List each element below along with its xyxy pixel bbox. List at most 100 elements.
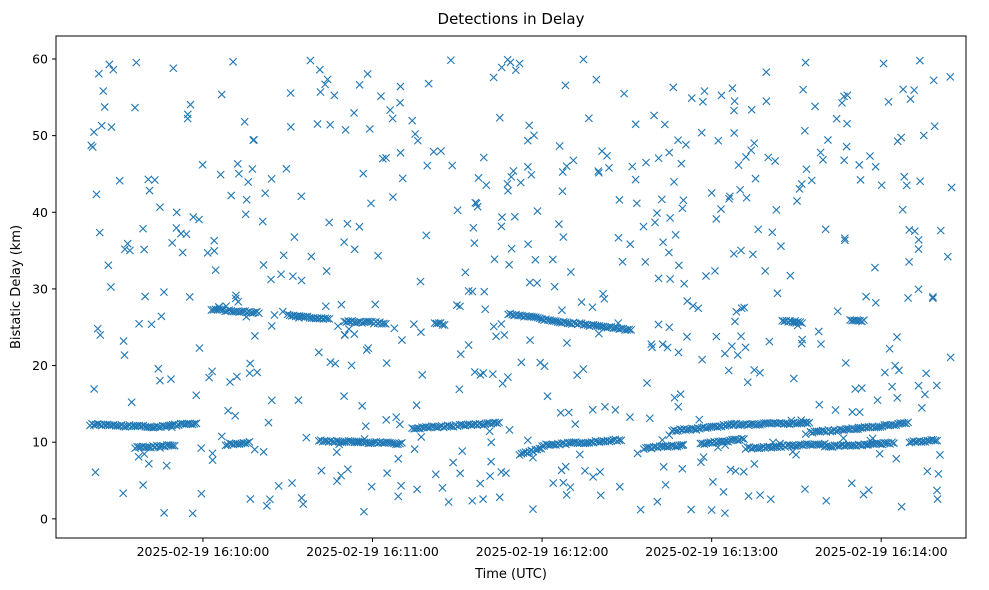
detection-marker bbox=[923, 467, 932, 476]
detection-marker bbox=[155, 376, 164, 385]
detection-marker bbox=[93, 324, 102, 333]
detection-marker bbox=[398, 174, 407, 183]
detection-marker bbox=[677, 159, 686, 168]
detection-marker bbox=[107, 123, 116, 132]
detection-marker bbox=[678, 464, 687, 473]
detection-marker bbox=[579, 364, 588, 373]
detection-marker bbox=[870, 263, 879, 272]
detection-marker bbox=[887, 438, 896, 447]
detection-marker bbox=[562, 490, 571, 499]
detection-marker bbox=[321, 302, 330, 311]
detection-marker bbox=[197, 444, 206, 453]
detection-marker bbox=[533, 279, 542, 287]
detection-marker bbox=[936, 226, 945, 235]
detection-marker bbox=[530, 131, 539, 140]
detection-marker bbox=[134, 452, 143, 461]
detection-marker bbox=[526, 336, 535, 345]
detection-marker bbox=[871, 298, 880, 307]
detection-marker bbox=[501, 469, 510, 478]
detection-marker bbox=[481, 305, 490, 314]
detection-marker bbox=[698, 97, 707, 106]
y-tick-label: 40 bbox=[32, 205, 48, 220]
detection-marker bbox=[798, 335, 807, 344]
detection-marker bbox=[323, 314, 332, 323]
detection-marker bbox=[657, 195, 666, 204]
detection-marker bbox=[172, 223, 181, 232]
detection-marker bbox=[386, 106, 395, 114]
detection-marker bbox=[641, 158, 650, 167]
detection-marker bbox=[678, 204, 687, 213]
detection-marker bbox=[262, 501, 271, 510]
detection-marker bbox=[92, 190, 101, 199]
detection-marker bbox=[186, 100, 195, 109]
detection-marker bbox=[264, 418, 273, 427]
detection-marker bbox=[569, 156, 578, 165]
detection-marker bbox=[543, 392, 552, 401]
detection-marker bbox=[750, 139, 759, 148]
detection-marker bbox=[172, 421, 181, 430]
detection-marker bbox=[509, 167, 518, 176]
detection-marker bbox=[208, 367, 217, 376]
detection-marker bbox=[916, 177, 925, 186]
detection-marker bbox=[413, 485, 422, 494]
detection-marker bbox=[259, 447, 268, 456]
detection-marker bbox=[493, 419, 502, 428]
detection-marker bbox=[150, 176, 159, 184]
detection-marker bbox=[888, 382, 897, 391]
detection-marker bbox=[819, 155, 827, 164]
detection-marker bbox=[764, 153, 773, 162]
detection-marker bbox=[507, 244, 516, 253]
detection-marker bbox=[288, 272, 297, 281]
detection-marker bbox=[156, 443, 165, 452]
detection-marker bbox=[720, 509, 729, 518]
detection-marker bbox=[198, 160, 207, 169]
detection-marker bbox=[224, 406, 233, 415]
detection-marker bbox=[517, 358, 526, 367]
detection-marker bbox=[489, 322, 498, 331]
detection-marker bbox=[488, 370, 497, 379]
detection-marker bbox=[641, 257, 650, 266]
detection-marker bbox=[561, 462, 570, 471]
detection-marker bbox=[240, 117, 249, 126]
detection-marker bbox=[737, 332, 746, 341]
detection-marker bbox=[920, 390, 929, 399]
detection-marker bbox=[670, 177, 678, 186]
detection-marker bbox=[795, 184, 804, 193]
detection-marker bbox=[932, 381, 941, 390]
detection-marker bbox=[557, 306, 566, 315]
detection-marker bbox=[279, 251, 288, 260]
detection-marker bbox=[625, 325, 634, 334]
detection-marker bbox=[397, 438, 406, 447]
detection-marker bbox=[446, 56, 455, 65]
detection-marker bbox=[906, 95, 915, 104]
detection-marker bbox=[503, 179, 512, 188]
detection-marker bbox=[626, 240, 635, 249]
detection-marker bbox=[588, 303, 597, 312]
detection-marker bbox=[409, 320, 418, 329]
detection-marker bbox=[381, 319, 390, 328]
detection-marker bbox=[123, 239, 132, 248]
detection-marker bbox=[742, 193, 751, 202]
detection-marker bbox=[485, 427, 494, 436]
detection-marker bbox=[486, 472, 495, 481]
detection-marker bbox=[719, 487, 728, 496]
detection-marker bbox=[851, 385, 860, 393]
detection-marker bbox=[661, 480, 670, 489]
detection-marker bbox=[490, 255, 499, 264]
detection-marker bbox=[127, 398, 136, 407]
detection-marker bbox=[633, 449, 642, 458]
detection-marker bbox=[423, 161, 432, 170]
detection-marker bbox=[900, 172, 909, 181]
detection-marker bbox=[666, 275, 675, 283]
detection-marker bbox=[713, 443, 722, 452]
detection-marker bbox=[325, 218, 334, 227]
detection-marker bbox=[615, 436, 624, 445]
detection-marker bbox=[412, 424, 421, 433]
detection-marker bbox=[859, 490, 868, 499]
detection-marker bbox=[458, 447, 467, 456]
detection-marker bbox=[776, 439, 784, 448]
detection-marker bbox=[840, 236, 849, 245]
detection-marker bbox=[676, 390, 685, 399]
detection-marker bbox=[744, 492, 753, 501]
detection-marker bbox=[822, 496, 831, 505]
